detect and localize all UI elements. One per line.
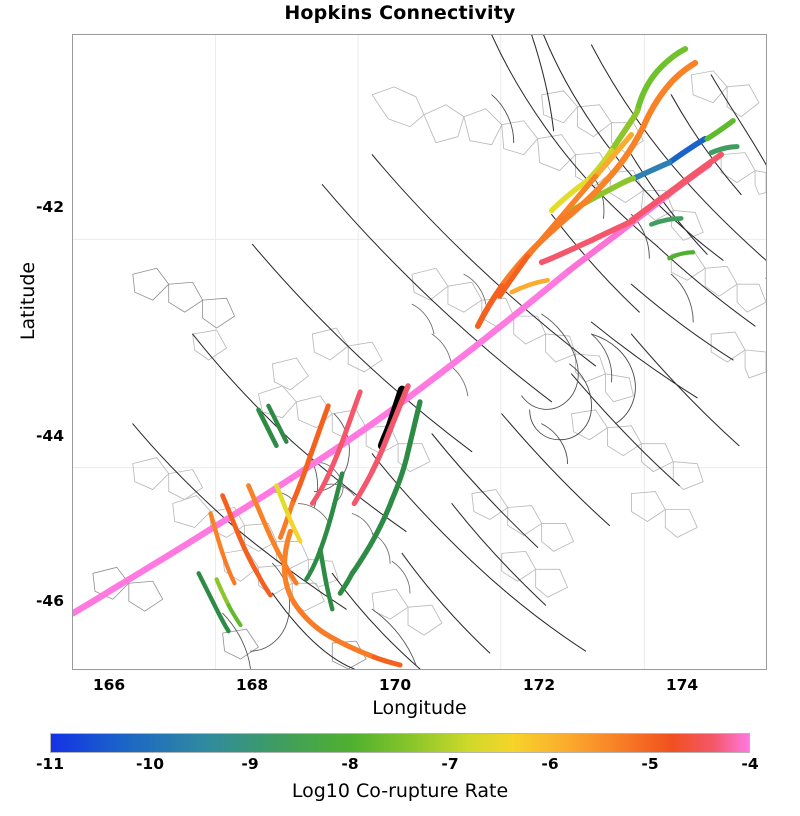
y-axis-label: Latitude: [17, 261, 39, 341]
mid-orange-kaikoura: [509, 277, 550, 295]
colorbar-tick: -9: [241, 755, 259, 773]
south-orange-coastal: [281, 528, 403, 668]
central-red-strand-a: [351, 383, 411, 507]
central-green-strand: [337, 399, 423, 596]
fault-network-background: [92, 35, 766, 669]
ne-short-green-stub: [649, 216, 696, 261]
page-title: Hopkins Connectivity: [284, 2, 516, 24]
colorbar-gradient: [50, 733, 750, 753]
colorbar: -11 -10 -9 -8 -7 -6 -5 -4: [36, 733, 759, 773]
map-plot-area: [72, 34, 767, 670]
y-tick-label: -42: [35, 198, 64, 216]
x-tick-label: 168: [235, 676, 269, 694]
northeast-red-trunk: [538, 151, 725, 266]
central-orange-strand-c: [278, 403, 331, 540]
ne-orange-inner-branch: [497, 131, 635, 299]
x-tick-label: 174: [665, 676, 699, 694]
west-orange-fan-c: [208, 511, 237, 586]
colored-connected-faults: [73, 46, 740, 668]
cook-strait-blue-segment: [630, 135, 708, 182]
y-tick-label: -46: [35, 592, 64, 610]
colorbar-tick: -5: [641, 755, 659, 773]
central-yellow-junction: [274, 483, 303, 544]
colorbar-tick: -11: [35, 755, 64, 773]
gridlines: [73, 35, 766, 669]
south-green-strand: [317, 547, 335, 612]
otago-green-pair: [256, 403, 289, 448]
west-green-stub-lower: [196, 571, 231, 634]
west-light-green-stub: [214, 577, 243, 628]
colorbar-tick: -10: [135, 755, 164, 773]
colorbar-tick: -6: [541, 755, 559, 773]
x-tick-label: 172: [522, 676, 556, 694]
x-tick-label: 166: [92, 676, 126, 694]
colorbar-tick: -4: [741, 755, 759, 773]
central-red-strand-b: [309, 389, 363, 506]
x-tick-label: 170: [378, 676, 412, 694]
x-axis-label: Longitude: [372, 697, 467, 719]
colorbar-label: Log10 Co-rupture Rate: [291, 780, 509, 802]
map-canvas: [73, 35, 766, 669]
alpine-fault-trace: [73, 192, 671, 617]
ne-green-branch: [548, 46, 689, 214]
central-inner-green: [304, 471, 345, 582]
west-orange-fan-b: [220, 493, 273, 598]
y-tick-label: -44: [35, 427, 64, 445]
colorbar-tick: -7: [441, 755, 459, 773]
colorbar-tick: -8: [341, 755, 359, 773]
